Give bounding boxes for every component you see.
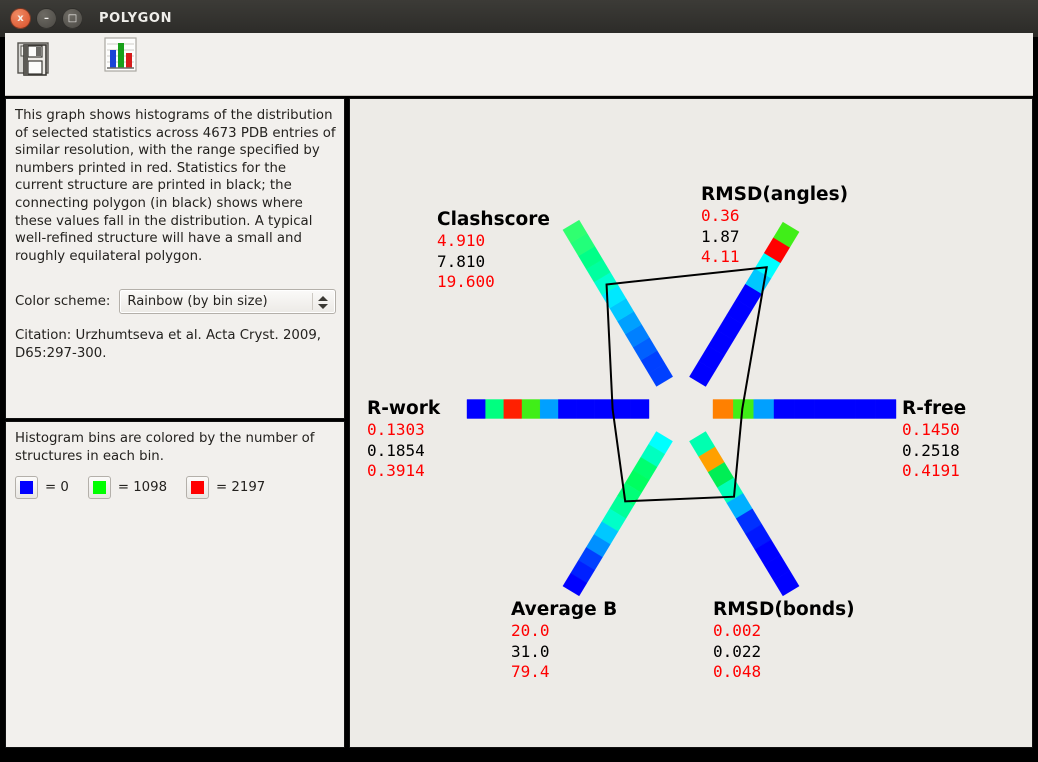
histogram-bin bbox=[594, 399, 613, 419]
axis-bins-rmsd-bonds bbox=[689, 431, 800, 597]
axis-min-average-b: 20.0 bbox=[511, 621, 550, 640]
color-swatch-red bbox=[191, 481, 205, 494]
legend-panel: Histogram bins are colored by the number… bbox=[5, 421, 345, 748]
axis-bins-average-b bbox=[562, 431, 673, 597]
axis-max-r-work: 0.3914 bbox=[367, 461, 425, 480]
axis-name-rmsd-angles: RMSD(angles) bbox=[701, 184, 849, 205]
axis-current-r-free: 0.2518 bbox=[902, 440, 960, 460]
window-title: POLYGON bbox=[99, 11, 173, 26]
axis-current-rmsd-bonds: 0.022 bbox=[713, 641, 762, 661]
histogram-bin bbox=[521, 399, 541, 419]
axis-current-rmsd-angles: 1.87 bbox=[701, 226, 740, 246]
legend-label-2: = 2197 bbox=[216, 480, 266, 495]
legend-label-1: = 1098 bbox=[117, 480, 168, 495]
histogram-bin bbox=[503, 399, 522, 419]
polygon-radar-chart bbox=[466, 219, 897, 597]
axis-name-average-b: Average B bbox=[511, 599, 618, 620]
maximize-icon: □ bbox=[67, 12, 78, 24]
axis-min-rmsd-bonds: 0.002 bbox=[713, 621, 762, 640]
citation-text: Citation: Urzhumtseva et al. Acta Cryst.… bbox=[15, 328, 322, 361]
toolbar: Show histograms bbox=[5, 33, 1033, 123]
axis-label-rmsd-angles: RMSD(angles) 0.36 1.87 4.11 bbox=[701, 184, 848, 268]
histogram-bin bbox=[557, 399, 577, 419]
legend-swatch-button-0[interactable] bbox=[15, 476, 38, 499]
axis-bins-clashscore bbox=[562, 219, 674, 387]
histogram-bin bbox=[875, 399, 897, 419]
axis-max-average-b: 79.4 bbox=[511, 662, 550, 681]
color-scheme-select[interactable]: Rainbow (by bin size) bbox=[119, 289, 337, 315]
polygon-graph-panel: Clashscore 4.910 7.810 19.600 RMSD(angles) 0.… bbox=[349, 98, 1033, 748]
legend-swatch-button-1[interactable] bbox=[87, 476, 111, 499]
axis-label-r-free: R-free 0.1450 0.2518 0.4191 bbox=[902, 398, 966, 482]
info-panel: This graph shows histograms of the distr… bbox=[5, 98, 345, 419]
histogram-bin bbox=[630, 399, 650, 419]
axis-name-r-free: R-free bbox=[902, 398, 967, 419]
connecting-polygon bbox=[605, 266, 768, 503]
axis-max-rmsd-bonds: 0.048 bbox=[713, 662, 762, 681]
color-scheme-row: Color scheme: Rainbow (by bin size) bbox=[15, 289, 337, 315]
axis-current-r-work: 0.1854 bbox=[367, 440, 425, 460]
axis-min-r-work: 0.1303 bbox=[367, 420, 425, 439]
axis-bins-rmsd-angles bbox=[689, 221, 800, 387]
info-description: This graph shows histograms of the distr… bbox=[15, 108, 336, 264]
legend-swatch-button-2[interactable] bbox=[186, 476, 210, 499]
legend-label-0: = 0 bbox=[45, 480, 69, 495]
axis-name-clashscore: Clashscore bbox=[437, 209, 550, 230]
color-swatch-green bbox=[92, 481, 106, 494]
axis-max-r-free: 0.4191 bbox=[902, 461, 960, 480]
window-controls: x – □ bbox=[10, 8, 83, 29]
axis-max-clashscore: 19.600 bbox=[437, 272, 495, 291]
legend-items: = 0 = 1098 = 2197 bbox=[15, 476, 284, 499]
histogram-bin bbox=[575, 399, 595, 419]
close-button[interactable]: x bbox=[10, 8, 31, 29]
axis-max-rmsd-angles: 4.11 bbox=[701, 247, 740, 266]
axis-bins-r-free bbox=[712, 399, 897, 419]
axis-bins-r-work bbox=[466, 399, 650, 419]
axis-name-rmsd-bonds: RMSD(bonds) bbox=[713, 599, 855, 620]
histogram-bin bbox=[712, 399, 734, 419]
histogram-bin bbox=[466, 399, 486, 419]
list-item: = 0 bbox=[15, 476, 88, 499]
axis-min-clashscore: 4.910 bbox=[437, 231, 486, 250]
maximize-button[interactable]: □ bbox=[62, 8, 83, 29]
histogram-bin bbox=[773, 221, 800, 248]
minimize-button[interactable]: – bbox=[36, 8, 57, 29]
combo-divider bbox=[312, 293, 314, 310]
histogram-bin bbox=[753, 399, 775, 419]
histogram-icon[interactable] bbox=[103, 37, 139, 75]
axis-min-rmsd-angles: 0.36 bbox=[701, 206, 740, 225]
title-bar: x – □ POLYGON bbox=[0, 0, 1038, 37]
histogram-bin bbox=[855, 399, 876, 419]
histogram-bin bbox=[612, 399, 631, 419]
axis-label-rmsd-bonds: RMSD(bonds) 0.002 0.022 0.048 bbox=[713, 599, 855, 683]
legend-description: Histogram bins are colored by the number… bbox=[15, 431, 315, 464]
axis-current-clashscore: 7.810 bbox=[437, 251, 486, 271]
axis-current-average-b: 31.0 bbox=[511, 641, 550, 661]
list-item: = 1098 bbox=[87, 476, 186, 499]
minimize-icon: – bbox=[44, 12, 49, 24]
save-icon[interactable] bbox=[15, 37, 61, 83]
histogram-bin bbox=[539, 399, 559, 419]
axis-label-average-b: Average B 20.0 31.0 79.4 bbox=[511, 599, 617, 683]
color-scheme-value: Rainbow (by bin size) bbox=[127, 294, 268, 309]
histogram-bin bbox=[834, 399, 856, 419]
histogram-bin bbox=[814, 399, 836, 419]
axis-min-r-free: 0.1450 bbox=[902, 420, 960, 439]
close-icon: x bbox=[17, 12, 24, 24]
histogram-bin bbox=[562, 572, 588, 597]
histogram-bin bbox=[484, 399, 504, 419]
color-scheme-label: Color scheme: bbox=[15, 294, 111, 309]
histogram-bin bbox=[773, 399, 795, 419]
histogram-bin bbox=[794, 399, 815, 419]
histogram-bin bbox=[562, 219, 588, 244]
axis-name-r-work: R-work bbox=[367, 398, 441, 419]
axis-label-r-work: R-work 0.1303 0.1854 0.3914 bbox=[367, 398, 440, 482]
list-item: = 2197 bbox=[186, 476, 284, 499]
chevron-updown-icon bbox=[317, 290, 329, 315]
histogram-bin bbox=[773, 570, 800, 597]
axis-label-clashscore: Clashscore 4.910 7.810 19.600 bbox=[437, 209, 550, 293]
color-swatch-blue bbox=[20, 481, 33, 494]
